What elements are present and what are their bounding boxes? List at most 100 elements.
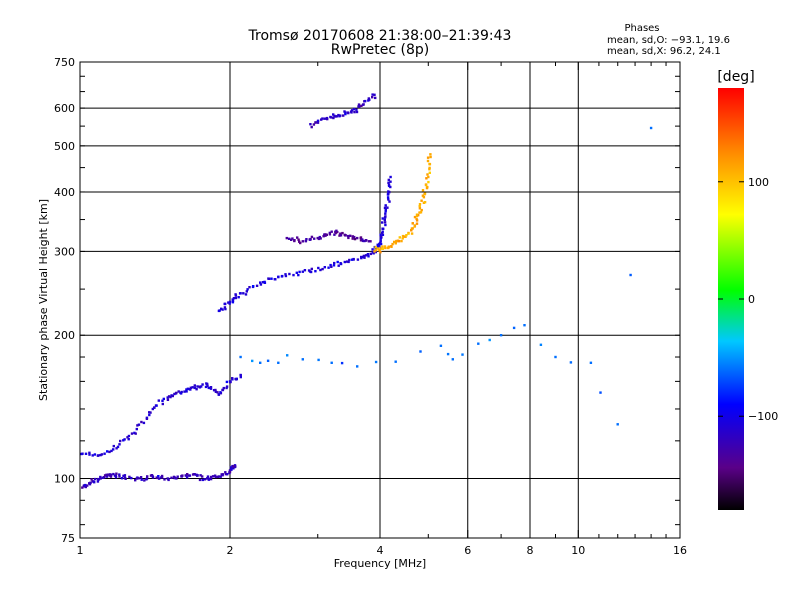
echo-point [439, 344, 443, 347]
echo-point [221, 308, 224, 311]
echo-point [136, 424, 139, 427]
echo-point [394, 360, 397, 363]
echo-point [239, 375, 242, 379]
echo-point [109, 473, 113, 477]
echo-point [373, 93, 376, 96]
echo-point [123, 474, 127, 477]
echo-point [127, 438, 130, 441]
echo-point [234, 296, 238, 300]
echo-point [248, 286, 251, 289]
echo-point [419, 211, 423, 214]
echo-point [118, 473, 121, 476]
echo-point [384, 212, 387, 215]
echo-point [134, 432, 137, 435]
echo-point [175, 477, 178, 480]
echo-point [84, 485, 87, 489]
echo-point [421, 194, 425, 197]
echo-point [292, 273, 295, 277]
echo-point [362, 254, 366, 258]
echo-point [374, 96, 377, 100]
echo-point [374, 246, 377, 249]
echo-point [120, 477, 124, 480]
echo-point [415, 213, 419, 216]
echo-point [371, 96, 374, 99]
echo-point [231, 464, 234, 468]
echo-point [429, 153, 432, 156]
echo-point [379, 239, 382, 243]
echo-point [629, 273, 632, 277]
echo-point [386, 196, 390, 199]
phase-stats-x: mean, sd,X: 96.2, 24.1 [607, 46, 721, 57]
echo-point [255, 284, 259, 287]
echo-point [225, 386, 228, 390]
echo-point [96, 477, 100, 481]
echo-point [180, 390, 183, 394]
echo-point [387, 178, 390, 182]
echo-point [316, 236, 319, 240]
echo-point [366, 253, 369, 256]
echo-point [149, 411, 152, 414]
echo-point [293, 239, 296, 243]
echo-point [316, 119, 320, 122]
echo-point [353, 110, 356, 114]
echo-point [88, 483, 92, 486]
echo-point [274, 278, 277, 281]
echo-point [170, 394, 173, 397]
echo-point [384, 204, 387, 207]
echo-point [108, 450, 111, 454]
echo-point [347, 260, 350, 264]
echo-point [356, 236, 359, 240]
echo-point [209, 477, 213, 481]
echo-point [185, 476, 189, 479]
echo-point [330, 116, 333, 119]
echo-point [363, 256, 366, 259]
echo-point [242, 292, 245, 295]
echo-point [314, 121, 317, 124]
echo-point [344, 112, 347, 116]
echo-point [569, 361, 573, 364]
echo-point [206, 475, 210, 478]
echo-point [179, 392, 183, 395]
echo-point [115, 447, 118, 450]
echo-point [312, 123, 316, 126]
echo-point [303, 269, 307, 272]
echo-point [422, 196, 426, 199]
colorbar-ticks: 100 0 −100 [718, 176, 778, 423]
echo-point [232, 297, 236, 300]
echo-point [381, 221, 384, 224]
echo-point [325, 116, 329, 120]
echo-point [88, 453, 91, 456]
echo-point [185, 388, 188, 391]
echo-point [446, 352, 450, 356]
echo-point [297, 273, 300, 277]
echo-point [99, 475, 102, 479]
echo-point [616, 423, 619, 426]
echo-point [267, 277, 271, 280]
echo-point [173, 392, 176, 396]
echo-point [309, 238, 312, 241]
echo-point [356, 258, 360, 261]
echo-point [554, 355, 557, 359]
echo-point [133, 431, 136, 435]
echo-point [219, 475, 222, 478]
echo-point [324, 233, 327, 236]
echo-point [259, 283, 263, 286]
echo-point [127, 434, 131, 438]
axis-ticks: 1 2 4 6 8 10 16 75 100 200 300 400 500 600 750 [54, 56, 687, 557]
echo-point [413, 224, 417, 227]
echo-point [415, 217, 418, 220]
echo-point [150, 474, 154, 477]
echo-point [381, 245, 384, 248]
echo-point [316, 121, 320, 124]
echo-point [266, 359, 270, 362]
echo-point [425, 177, 428, 180]
echo-point [181, 474, 184, 477]
phase-stats-o: mean, sd,O: −93.1, 19.6 [607, 35, 730, 46]
echo-point [321, 117, 324, 120]
echo-point [313, 237, 316, 240]
x-tick-label: 1 [77, 544, 84, 557]
echo-point [212, 389, 216, 392]
echo-point [110, 449, 113, 453]
echo-point [324, 234, 327, 237]
